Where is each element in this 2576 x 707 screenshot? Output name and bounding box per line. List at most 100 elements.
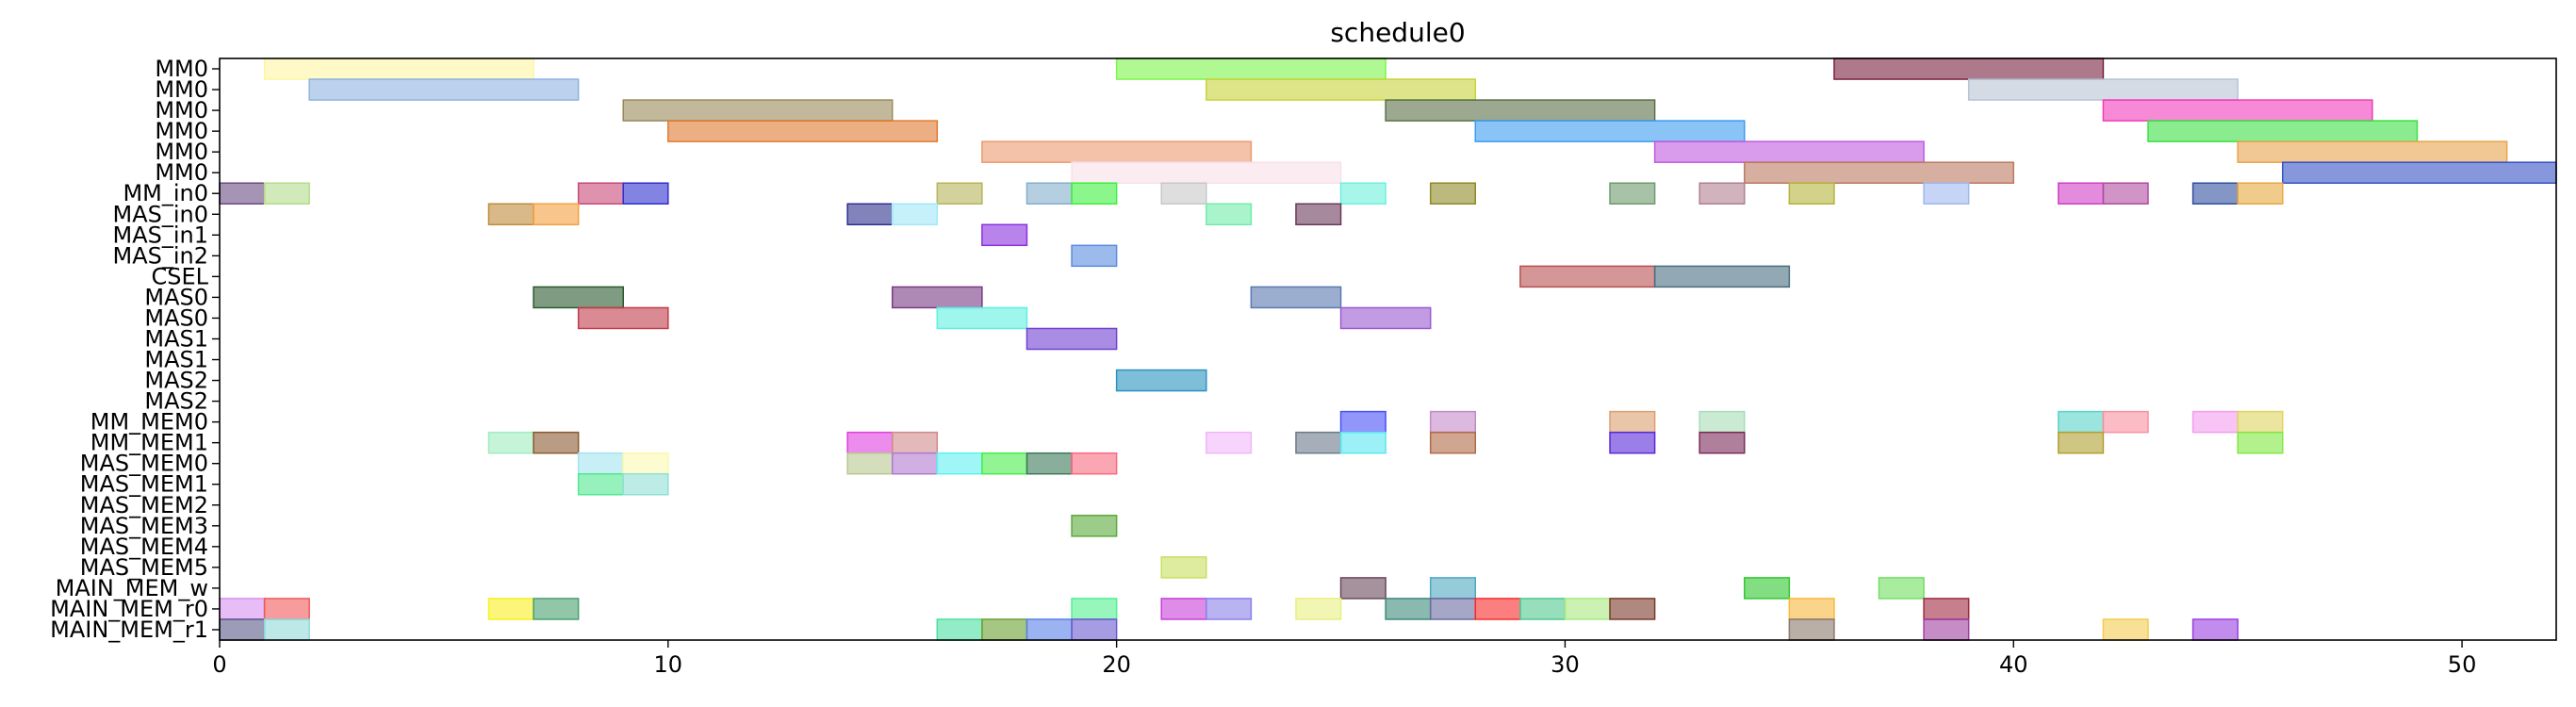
y-tick-label: MAS2 (144, 388, 208, 415)
task-bar (1698, 410, 1746, 434)
task-bar (981, 223, 1028, 247)
task-bar (1295, 598, 1342, 620)
task-bar (1206, 203, 1253, 226)
task-bar (2058, 431, 2105, 454)
task-bar (1160, 182, 1207, 205)
y-tick-label: MAS_MEM5 (80, 554, 208, 581)
plot-frame (219, 58, 2557, 641)
task-bar (1788, 618, 1835, 641)
task-bar (891, 203, 939, 226)
task-bar (487, 203, 534, 226)
task-bar (1071, 452, 1118, 475)
task-bar (1564, 598, 1611, 620)
task-bar (2191, 618, 2239, 641)
task-bar (1744, 161, 2015, 184)
task-bar (2237, 410, 2284, 434)
task-bar (1385, 99, 1656, 122)
task-bar (1788, 598, 1835, 620)
y-tick-label: MAS_in2 (112, 242, 208, 269)
y-tick-label: MM_in0 (123, 180, 208, 206)
task-bar (936, 452, 983, 475)
task-bar (1653, 265, 1791, 288)
task-bar (1071, 618, 1118, 641)
task-bar (1429, 182, 1477, 205)
task-bar (263, 598, 310, 620)
task-bar (1474, 598, 1521, 620)
task-bar (1025, 452, 1073, 475)
y-tick-label: MAS_in1 (112, 222, 208, 248)
task-bar (577, 182, 624, 205)
task-bar (1833, 58, 2105, 80)
task-bar (2147, 120, 2419, 142)
task-bar (622, 472, 669, 496)
task-bar (936, 618, 983, 641)
task-bar (577, 452, 624, 475)
y-tick-label: MAS2 (144, 368, 208, 394)
task-bar (1429, 410, 1477, 434)
task-bar (1025, 618, 1073, 641)
task-bar (667, 120, 939, 142)
y-tick-label: MAS_MEM3 (80, 513, 208, 539)
task-bar (891, 452, 939, 475)
y-tick-label: MM0 (155, 56, 208, 82)
task-bar (1923, 598, 1970, 620)
task-bar (2237, 140, 2508, 163)
task-bar (1071, 598, 1118, 620)
x-tick-label: 20 (1102, 651, 1131, 678)
task-bar (936, 306, 1028, 330)
task-bar (1206, 78, 1477, 101)
task-bar (1115, 58, 1386, 80)
y-tick-label: MM0 (155, 139, 208, 165)
y-tick-label: MAS1 (144, 347, 208, 373)
task-bar (1071, 515, 1118, 537)
task-bar (533, 431, 580, 454)
task-bar (1160, 598, 1207, 620)
task-bar (1339, 410, 1386, 434)
task-bar (622, 182, 669, 205)
task-bar (2058, 410, 2105, 434)
x-tick-label: 50 (2448, 651, 2477, 678)
task-bar (1609, 182, 1656, 205)
task-bar (2191, 182, 2239, 205)
task-bar (1609, 598, 1656, 620)
task-bar (1609, 431, 1656, 454)
task-bar (1071, 161, 1342, 184)
y-tick-label: MAS0 (144, 284, 208, 310)
bars-layer (219, 58, 2557, 641)
task-bar (1429, 431, 1477, 454)
x-tick-label: 10 (654, 651, 683, 678)
task-bar (2058, 182, 2105, 205)
task-bar (1698, 431, 1746, 454)
task-bar (1206, 598, 1253, 620)
task-bar (487, 598, 534, 620)
x-tick-label: 0 (212, 651, 226, 678)
task-bar (1071, 244, 1118, 268)
task-bar (846, 431, 894, 454)
y-tick-label: MAS_MEM1 (80, 471, 208, 498)
y-tick-label: MAIN_MEM_r0 (50, 596, 208, 622)
task-bar (219, 598, 266, 620)
task-bar (308, 78, 580, 101)
task-bar (263, 58, 534, 80)
task-bar (1698, 182, 1746, 205)
task-bar (1788, 182, 1835, 205)
task-bar (2191, 410, 2239, 434)
task-bar (846, 452, 894, 475)
y-tick-label: MM0 (155, 76, 208, 103)
y-tick-label: MM_MEM1 (90, 430, 208, 456)
task-bar (1923, 618, 1970, 641)
task-bar (1295, 431, 1342, 454)
chart-title: schedule0 (1330, 17, 1465, 48)
task-bar (891, 286, 983, 309)
task-bar (1967, 78, 2239, 101)
y-tick-label: MAS_in0 (112, 201, 208, 227)
x-axis: 0 10 20 30 40 50 (212, 640, 2476, 678)
task-bar (1250, 286, 1342, 309)
task-bar (2102, 618, 2149, 641)
task-bar (2102, 99, 2373, 122)
task-bar (1115, 369, 1207, 392)
task-bar (2237, 182, 2284, 205)
task-bar (533, 203, 580, 226)
task-bar (1519, 265, 1656, 288)
y-tick-label: MAS_MEM2 (80, 492, 208, 518)
